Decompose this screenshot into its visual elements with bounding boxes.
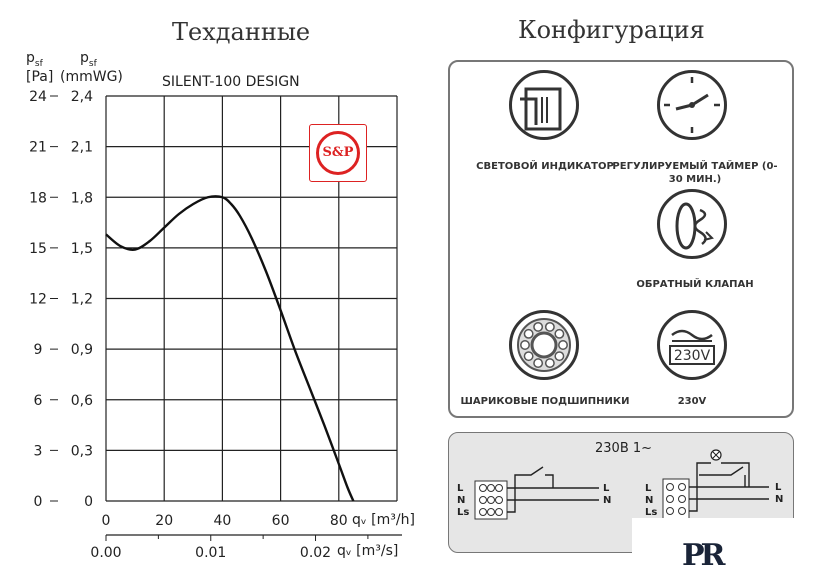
y-tick-pa: 3	[34, 443, 43, 459]
bearing-ball	[544, 358, 555, 369]
x-tick-m3s: 0.01	[195, 545, 226, 561]
svg-text:L: L	[775, 482, 782, 493]
voltage-icon: 230V	[657, 310, 727, 380]
check-valve-icon	[657, 189, 727, 259]
wiring-diagrams: L N Ls L N L N Ls	[457, 449, 783, 520]
timer-icon	[657, 70, 727, 140]
y-tick-mmwg: 1,8	[71, 190, 93, 206]
x-tick-m3h: 20	[155, 513, 173, 529]
y-tick-mmwg: 0,9	[71, 342, 93, 358]
wiring-panel: 230В 1~ L N Ls L N L N Ls	[448, 432, 794, 553]
configuration-heading: Конфигурация	[518, 16, 705, 44]
voltage-icon-text: 230V	[674, 348, 711, 364]
y-tick-mmwg: 0,6	[71, 393, 93, 409]
y-right-axis-label: psf (mmWG)	[60, 50, 123, 85]
y-tick-mmwg: 1,2	[71, 292, 93, 308]
y-tick-mmwg: 0	[84, 494, 93, 510]
wiring-diagram-right: L N Ls L N	[645, 449, 783, 520]
bearing-ball	[520, 340, 530, 350]
bearing-ball	[554, 351, 565, 362]
svg-text:Ls: Ls	[645, 507, 657, 518]
tech-data-heading: Техданные	[172, 18, 311, 46]
y-tick-pa: 9	[34, 342, 43, 358]
bearing-ball	[533, 321, 544, 332]
chart-title: SILENT-100 DESIGN	[162, 74, 300, 90]
x-tick-m3h: 80	[330, 513, 348, 529]
y-tick-pa: 6	[34, 393, 43, 409]
wiring-title: 230В 1~	[595, 441, 653, 456]
bearing-ball	[523, 328, 534, 339]
y-tick-pa: 24	[29, 89, 47, 105]
svg-text:L: L	[645, 483, 652, 494]
bearing-ball	[533, 358, 544, 369]
bearing-ball	[554, 328, 565, 339]
ball-bearing-icon	[509, 310, 579, 380]
y-tick-pa: 12	[29, 292, 47, 308]
y-tick-mmwg: 0,3	[71, 443, 93, 459]
wiring-diagram-left: L N Ls L N	[457, 466, 611, 520]
y-tick-mmwg: 2,4	[71, 89, 93, 105]
watermark-logo: PR	[682, 538, 725, 573]
bearing-ball	[544, 321, 555, 332]
chart-ticks: 242118151296302,42,11,81,51,20,90,60,300…	[29, 89, 402, 561]
bearing-ball	[558, 340, 568, 350]
svg-text:Ls: Ls	[457, 507, 469, 518]
voltage-label: 230V	[677, 396, 707, 407]
light-indicator-label: СВЕТОВОЙ ИНДИКАТОР	[476, 161, 614, 172]
sp-logo-text: S&P	[316, 131, 360, 175]
y-tick-mmwg: 2,1	[71, 140, 93, 156]
light-indicator-icon	[509, 70, 579, 140]
y-tick-pa: 0	[34, 494, 43, 510]
svg-text:N: N	[645, 495, 653, 506]
x-tick-m3s: 0.02	[300, 545, 331, 561]
x-tick-m3s: 0.00	[90, 545, 121, 561]
ball-bearing-label: ШАРИКОВЫЕ ПОДШИПНИКИ	[460, 396, 630, 407]
series-line	[105, 195, 355, 502]
y-left-axis-label: psf [Pa]	[26, 50, 54, 85]
svg-text:L: L	[457, 483, 464, 494]
x-tick-m3h: 0	[102, 513, 111, 529]
x-axis-label-m3h: qᵥ [m³/h]	[352, 512, 415, 528]
y-tick-pa: 15	[29, 241, 47, 257]
svg-text:N: N	[457, 495, 465, 506]
y-tick-pa: 21	[29, 140, 47, 156]
check-valve-label: ОБРАТНЫЙ КЛАПАН	[636, 279, 754, 290]
sp-logo: S&P	[309, 124, 367, 182]
svg-text:N: N	[775, 494, 783, 505]
performance-chart: 242118151296302,42,11,81,51,20,90,60,300…	[29, 89, 402, 561]
bearing-ball	[523, 351, 534, 362]
svg-text:L: L	[603, 483, 610, 494]
timer-label: РЕГУЛИРУЕМЫЙ ТАЙМЕР (0-30 МИН.)	[612, 161, 778, 185]
svg-text:N: N	[603, 495, 611, 506]
configuration-panel: СВЕТОВОЙ ИНДИКАТОР РЕГУЛИРУЕМЫЙ ТАЙМЕР (…	[448, 60, 794, 418]
y-tick-pa: 18	[29, 190, 47, 206]
watermark: PR	[632, 518, 815, 585]
x-tick-m3h: 40	[213, 513, 231, 529]
x-axis-label-m3s: qᵥ [m³/s]	[337, 543, 399, 559]
x-tick-m3h: 60	[272, 513, 290, 529]
y-tick-mmwg: 1,5	[71, 241, 93, 257]
